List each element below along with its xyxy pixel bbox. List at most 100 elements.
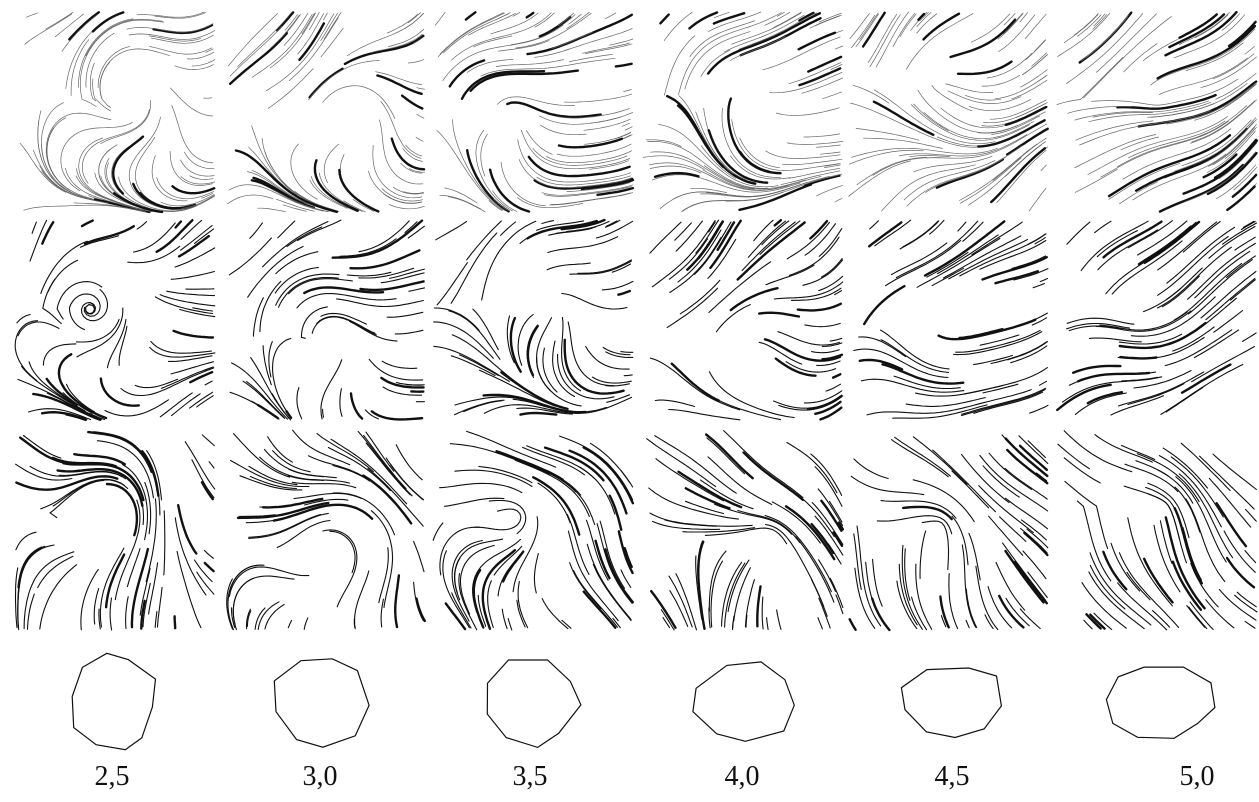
streamline-panel	[650, 220, 843, 420]
streamline	[1243, 333, 1257, 342]
streamline	[382, 361, 417, 368]
streamline	[172, 105, 213, 162]
streamline	[744, 453, 803, 500]
streamline	[870, 15, 900, 67]
streamline	[511, 15, 575, 45]
streamline	[377, 76, 421, 94]
streamline-panel	[643, 12, 843, 212]
streamline	[954, 332, 1042, 355]
streamline	[171, 362, 213, 374]
streamline	[708, 13, 820, 73]
streamline	[170, 88, 212, 116]
streamline	[1064, 458, 1100, 483]
streamline-panel	[854, 220, 1048, 418]
streamline	[1041, 165, 1047, 171]
streamline	[113, 137, 143, 194]
streamline	[175, 518, 206, 595]
streamline	[738, 511, 800, 543]
streamline	[767, 618, 769, 630]
streamline	[381, 273, 424, 283]
streamline	[185, 442, 215, 489]
streamline	[852, 15, 875, 47]
streamline	[129, 117, 161, 207]
streamline	[18, 322, 59, 336]
streamline	[301, 307, 327, 338]
streamline	[1095, 221, 1111, 233]
streamline	[85, 226, 134, 244]
streamline	[875, 220, 911, 246]
streamline	[297, 388, 302, 419]
streamline	[1073, 366, 1120, 373]
streamline	[227, 195, 273, 204]
streamline	[982, 75, 1020, 86]
streamline	[20, 546, 45, 579]
streamline	[1233, 175, 1256, 197]
streamline	[922, 521, 948, 569]
shape-outline	[487, 660, 581, 747]
streamline	[776, 108, 839, 116]
streamline	[983, 466, 1019, 497]
streamline	[154, 25, 212, 33]
streamline	[438, 13, 504, 57]
streamline	[190, 392, 213, 408]
streamline	[1173, 562, 1201, 610]
streamline	[932, 85, 972, 111]
streamline	[435, 12, 445, 25]
streamline	[854, 459, 888, 479]
streamline	[521, 413, 557, 415]
streamline	[1040, 381, 1047, 385]
streamline	[610, 39, 633, 45]
streamline	[819, 229, 842, 257]
streamline	[624, 375, 632, 376]
streamline	[372, 411, 422, 419]
streamline	[1245, 46, 1254, 54]
streamline	[958, 62, 1012, 74]
streamline	[574, 571, 618, 628]
streamline	[278, 221, 295, 238]
streamline	[279, 278, 339, 308]
streamline	[405, 13, 424, 28]
streamline	[1022, 520, 1047, 540]
streamline	[192, 60, 215, 66]
streamline	[805, 323, 841, 326]
streamline	[137, 222, 146, 230]
streamline	[874, 102, 933, 135]
streamline	[1222, 14, 1239, 31]
streamline	[1243, 221, 1253, 227]
streamline	[321, 28, 343, 57]
streamline	[255, 608, 265, 629]
streamline	[939, 320, 1036, 340]
streamline	[265, 604, 284, 629]
streamline	[578, 260, 632, 273]
streamline	[833, 374, 840, 377]
streamline	[233, 578, 253, 629]
streamline	[464, 401, 502, 412]
streamline	[1088, 117, 1228, 175]
streamline	[782, 159, 842, 164]
streamline	[963, 222, 983, 241]
streamline	[249, 147, 337, 211]
streamline	[1165, 330, 1232, 366]
streamline	[607, 395, 630, 403]
streamline	[475, 509, 521, 530]
streamline	[1209, 227, 1255, 259]
streamline	[1159, 470, 1193, 503]
streamline	[798, 304, 841, 311]
streamline	[409, 288, 425, 291]
streamline	[238, 503, 328, 518]
streamline	[80, 20, 163, 106]
streamline	[1015, 562, 1047, 603]
streamline	[175, 616, 176, 628]
shape-outline	[1106, 667, 1215, 738]
streamline	[833, 533, 842, 546]
streamline	[269, 342, 272, 377]
streamline	[502, 609, 507, 628]
streamline	[724, 431, 803, 498]
streamline	[50, 480, 104, 517]
streamline	[461, 545, 495, 614]
streamline	[55, 14, 83, 37]
figure: 2,53,03,54,04,55,0	[0, 0, 1259, 802]
streamline-panel	[15, 220, 215, 420]
streamline	[1064, 15, 1098, 43]
streamline	[17, 315, 30, 323]
